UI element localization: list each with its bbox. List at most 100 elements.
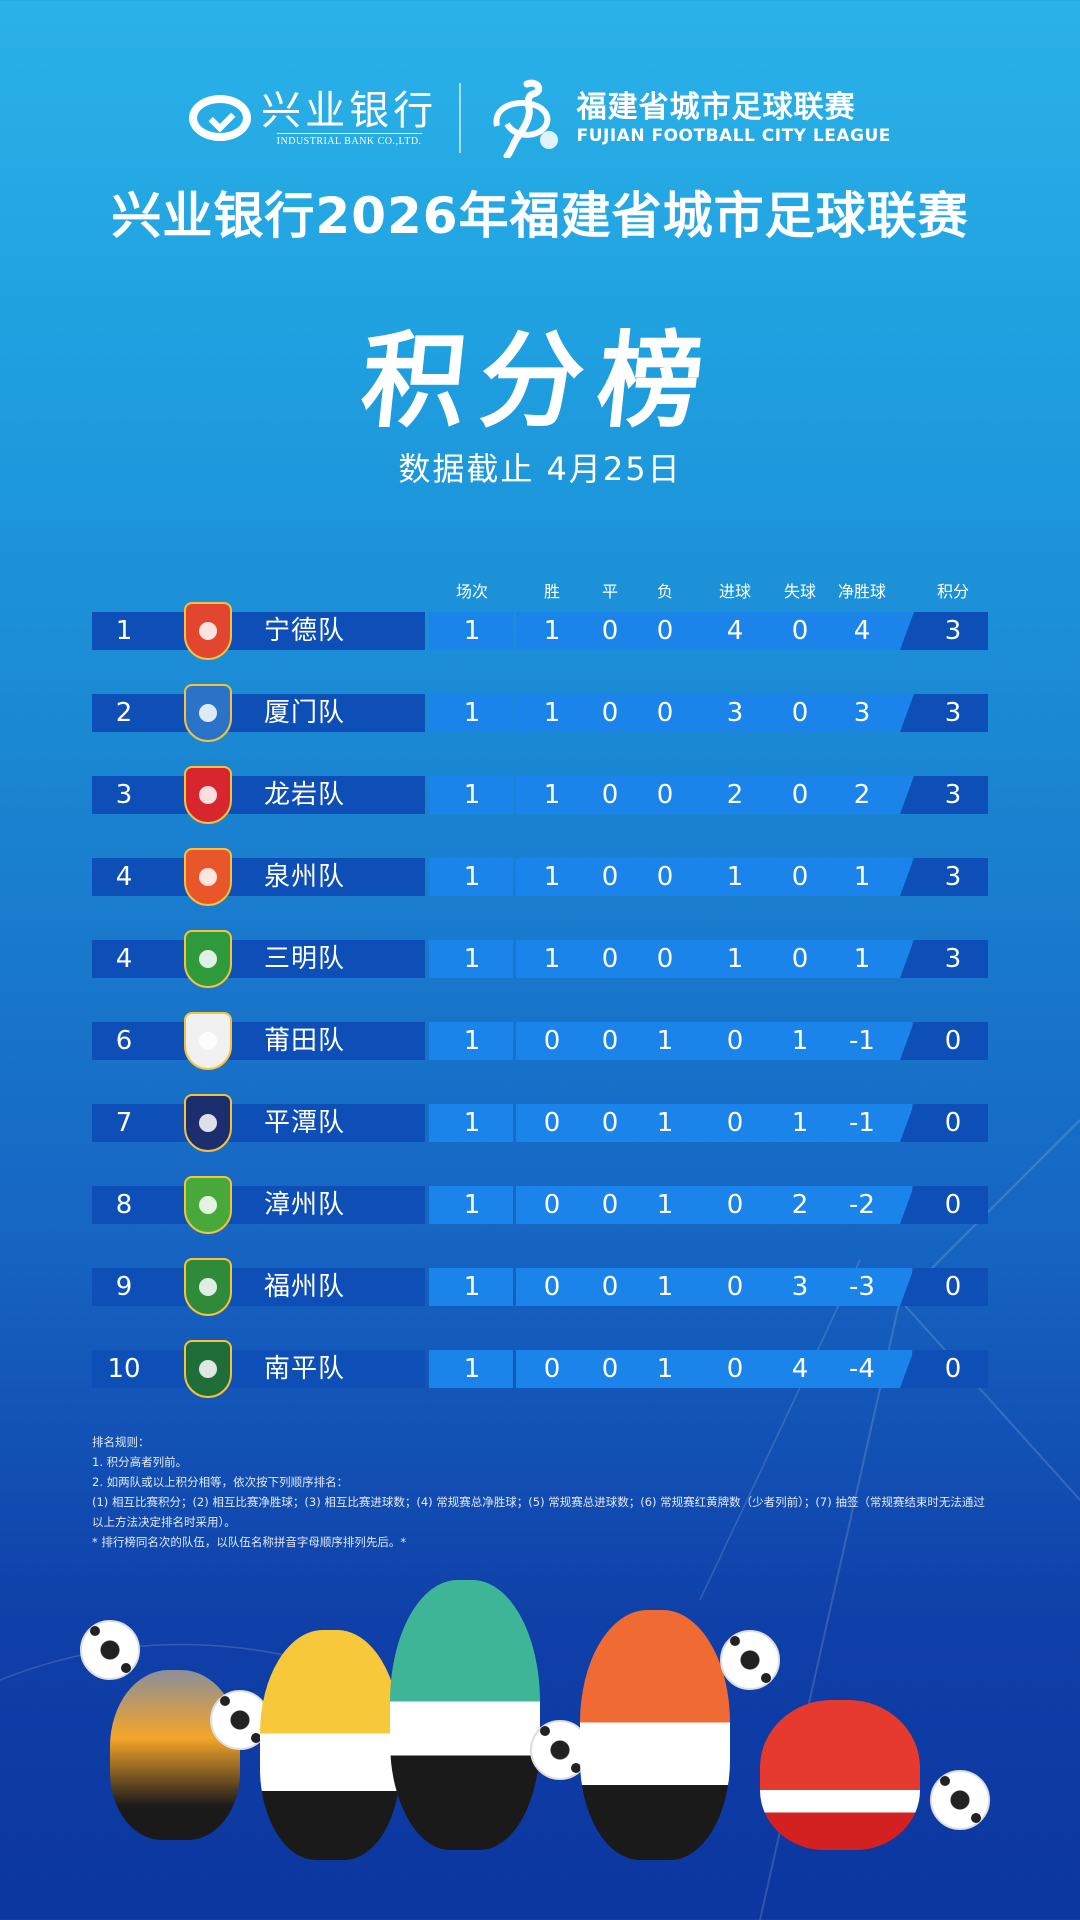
goals-against: 0 <box>791 616 809 646</box>
goal-difference: 4 <box>853 616 871 646</box>
football-icon <box>930 1770 990 1830</box>
won: 1 <box>543 698 561 728</box>
lost: 1 <box>656 1108 674 1138</box>
points: 3 <box>944 944 962 974</box>
won: 0 <box>543 1190 561 1220</box>
team-name: 莆田队 <box>264 1026 346 1056</box>
row-played-segment <box>429 1022 513 1060</box>
table-row: 4 泉州队 1 1 0 0 1 0 1 3 <box>92 848 988 906</box>
team-crest-icon <box>184 1258 232 1316</box>
row-played-segment <box>429 694 513 732</box>
col-goal-difference: 净胜球 <box>837 582 887 601</box>
goals-for: 1 <box>726 944 744 974</box>
table-row: 6 莆田队 1 0 0 1 0 1 -1 0 <box>92 1012 988 1070</box>
rank: 3 <box>115 780 133 810</box>
team-name: 厦门队 <box>264 698 346 728</box>
football-icon <box>80 1620 140 1680</box>
played: 1 <box>463 1190 481 1220</box>
lost: 0 <box>656 862 674 892</box>
data-cutoff-date: 数据截止 4月25日 <box>398 450 682 488</box>
team-name: 龙岩队 <box>264 780 346 810</box>
lost: 0 <box>656 616 674 646</box>
row-points-segment <box>900 940 988 978</box>
goals-for: 1 <box>726 862 744 892</box>
team-name: 平潭队 <box>264 1108 346 1138</box>
drawn: 0 <box>601 1108 619 1138</box>
team-crest-icon <box>184 930 232 988</box>
goals-for: 0 <box>726 1272 744 1302</box>
football-icon <box>720 1630 780 1690</box>
lost: 1 <box>656 1272 674 1302</box>
header-logos: 兴业银行 INDUSTRIAL BANK CO.,LTD. 福建省城市足球联赛 … <box>0 78 1080 158</box>
goal-difference: 1 <box>853 862 871 892</box>
team-crest-icon <box>184 1012 232 1070</box>
row-stats-segment <box>516 858 912 896</box>
table-row: 9 福州队 1 0 0 1 0 3 -3 0 <box>92 1258 988 1316</box>
row-team-segment <box>92 1350 425 1388</box>
row-played-segment <box>429 858 513 896</box>
row-team-segment <box>92 1104 425 1142</box>
team-name: 漳州队 <box>264 1190 346 1220</box>
team-name: 三明队 <box>264 944 346 974</box>
won: 1 <box>543 862 561 892</box>
rank: 7 <box>115 1108 133 1138</box>
played: 1 <box>463 944 481 974</box>
table-row: 10 南平队 1 0 0 1 0 4 -4 0 <box>92 1340 988 1398</box>
played: 1 <box>463 1026 481 1056</box>
goals-against: 0 <box>791 944 809 974</box>
row-played-segment <box>429 1186 513 1224</box>
row-stats-segment <box>516 1104 912 1142</box>
played: 1 <box>463 780 481 810</box>
col-won: 胜 <box>543 582 561 601</box>
lost: 1 <box>656 1354 674 1384</box>
won: 0 <box>543 1026 561 1056</box>
row-played-segment <box>429 1104 513 1142</box>
points: 3 <box>944 616 962 646</box>
team-crest-icon <box>184 848 232 906</box>
rules-line: 1. 积分高者列前。 <box>92 1455 188 1469</box>
goal-difference: -3 <box>849 1272 875 1302</box>
won: 0 <box>543 1354 561 1384</box>
rules-line: 2. 如两队或以上积分相等，依次按下列顺序排名： <box>92 1475 349 1489</box>
rank: 2 <box>115 698 133 728</box>
lion-mascot <box>580 1610 730 1860</box>
team-crest-icon <box>184 1340 232 1398</box>
row-stats-segment <box>516 1268 912 1306</box>
drawn: 0 <box>601 780 619 810</box>
rank: 9 <box>115 1272 133 1302</box>
played: 1 <box>463 1354 481 1384</box>
points: 3 <box>944 862 962 892</box>
rank: 10 <box>107 1354 141 1384</box>
lost: 0 <box>656 944 674 974</box>
goal-difference: -1 <box>849 1108 875 1138</box>
row-points-segment <box>900 1022 988 1060</box>
played: 1 <box>463 1108 481 1138</box>
points: 0 <box>944 1190 962 1220</box>
dragon-mascot <box>390 1580 540 1850</box>
bank-logo: 兴业银行 INDUSTRIAL BANK CO.,LTD. <box>189 89 437 147</box>
team-crest-icon <box>184 684 232 742</box>
goals-against: 0 <box>791 862 809 892</box>
rank: 8 <box>115 1190 133 1220</box>
rules-heading: 排名规则： <box>92 1435 150 1449</box>
drawn: 0 <box>601 862 619 892</box>
goals-against: 3 <box>791 1272 809 1302</box>
row-played-segment <box>429 612 513 650</box>
goals-for: 2 <box>726 780 744 810</box>
col-points: 积分 <box>936 582 970 601</box>
drawn: 0 <box>601 944 619 974</box>
goal-difference: -4 <box>849 1354 875 1384</box>
won: 1 <box>543 616 561 646</box>
goals-for: 0 <box>726 1354 744 1384</box>
drawn: 0 <box>601 1190 619 1220</box>
team-name: 宁德队 <box>264 616 346 646</box>
page-title: 兴业银行2026年福建省城市足球联赛 <box>111 187 969 245</box>
points: 0 <box>944 1354 962 1384</box>
row-points-segment <box>900 776 988 814</box>
league-logo: 福建省城市足球联赛 FUJIAN FOOTBALL CITY LEAGUE <box>483 78 891 158</box>
table-row: 3 龙岩队 1 1 0 0 2 0 2 3 <box>92 766 988 824</box>
row-team-segment <box>92 1268 425 1306</box>
row-stats-segment <box>516 776 912 814</box>
league-name-cn: 福建省城市足球联赛 <box>576 90 856 125</box>
table-row: 8 漳州队 1 0 0 1 0 2 -2 0 <box>92 1176 988 1234</box>
